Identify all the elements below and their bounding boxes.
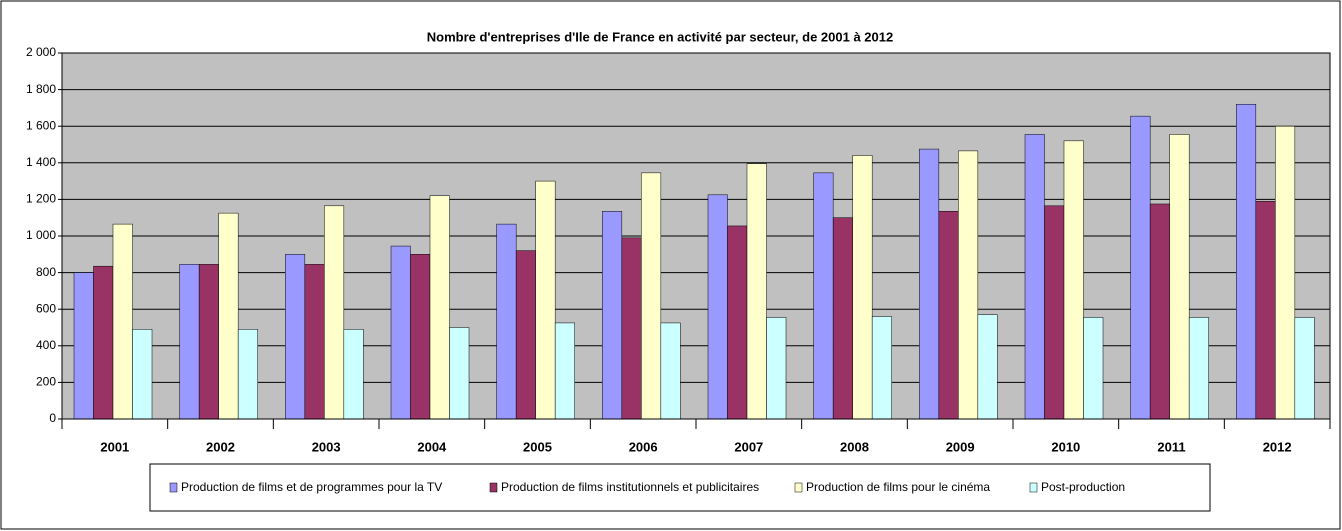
bar	[1188, 317, 1209, 420]
bar	[938, 211, 959, 420]
bar	[535, 180, 556, 420]
x-tick-label: 2006	[629, 439, 658, 454]
bar	[1130, 115, 1151, 420]
bar	[93, 265, 114, 420]
bar	[707, 194, 728, 420]
bar	[198, 264, 219, 420]
bar	[1275, 125, 1296, 420]
bar	[746, 163, 767, 420]
x-tick-label: 2010	[1051, 439, 1080, 454]
bar	[429, 195, 450, 420]
bar	[660, 322, 681, 420]
bar	[1044, 205, 1065, 420]
x-tick-label: 2009	[946, 439, 975, 454]
x-tick-label: 2005	[523, 439, 552, 454]
y-tick-label: 400	[36, 338, 56, 352]
bar	[449, 327, 470, 420]
bar	[727, 225, 748, 420]
bar	[871, 316, 892, 420]
x-tick-label: 2003	[312, 439, 341, 454]
x-tick-label: 2007	[734, 439, 763, 454]
bar	[1294, 317, 1315, 420]
legend-swatch	[1029, 482, 1038, 493]
legend-swatch	[169, 482, 178, 493]
x-tick-label: 2004	[417, 439, 447, 454]
legend-label: Post-production	[1041, 480, 1125, 494]
bar	[515, 250, 536, 420]
y-tick-label: 800	[36, 265, 56, 279]
legend-label: Production de films et de programmes pou…	[181, 480, 442, 494]
y-tick-label: 600	[36, 301, 56, 315]
y-tick-label: 1 600	[26, 118, 56, 132]
bar	[852, 155, 873, 420]
legend-swatch	[794, 482, 803, 493]
bar	[1236, 103, 1257, 420]
bar	[179, 264, 200, 420]
bar	[1063, 140, 1084, 420]
bar	[1083, 317, 1104, 420]
y-tick-label: 2 000	[26, 45, 56, 59]
y-tick-label: 1 400	[26, 155, 56, 169]
bar	[602, 211, 623, 420]
legend-label: Production de films institutionnels et p…	[501, 480, 759, 494]
x-tick-label: 2011	[1157, 439, 1185, 454]
bar	[73, 272, 94, 420]
bar	[977, 314, 998, 420]
y-tick-label: 0	[49, 411, 56, 425]
y-tick-label: 1 800	[26, 82, 56, 96]
bar	[766, 317, 787, 420]
chart-title: Nombre d'entreprises d'Ile de France en …	[427, 29, 893, 44]
bar	[132, 329, 153, 420]
bar	[1024, 134, 1045, 420]
y-tick-label: 1 000	[26, 228, 56, 242]
bar	[304, 264, 325, 420]
bar	[390, 245, 411, 420]
bar	[1169, 134, 1190, 420]
bar	[112, 223, 133, 420]
y-tick-label: 1 200	[26, 192, 56, 206]
bar	[832, 217, 853, 420]
bar	[641, 172, 662, 420]
bar	[621, 237, 642, 420]
bar	[958, 150, 979, 420]
bar	[343, 329, 364, 420]
x-tick-label: 2012	[1263, 439, 1292, 454]
bar	[554, 322, 575, 420]
bar	[1255, 200, 1276, 420]
bar	[324, 205, 345, 420]
legend-label: Production de films pour le cinéma	[806, 480, 990, 494]
bar	[813, 172, 834, 420]
bar	[285, 254, 306, 420]
x-tick-label: 2008	[840, 439, 869, 454]
bar	[218, 212, 239, 420]
bar	[1149, 203, 1170, 420]
bar	[410, 254, 431, 420]
bar	[237, 329, 258, 420]
bar	[496, 223, 517, 420]
legend-swatch	[489, 482, 498, 493]
x-tick-label: 2001	[100, 439, 129, 454]
bar	[919, 148, 940, 420]
y-tick-label: 200	[36, 375, 56, 389]
x-tick-label: 2002	[206, 439, 235, 454]
